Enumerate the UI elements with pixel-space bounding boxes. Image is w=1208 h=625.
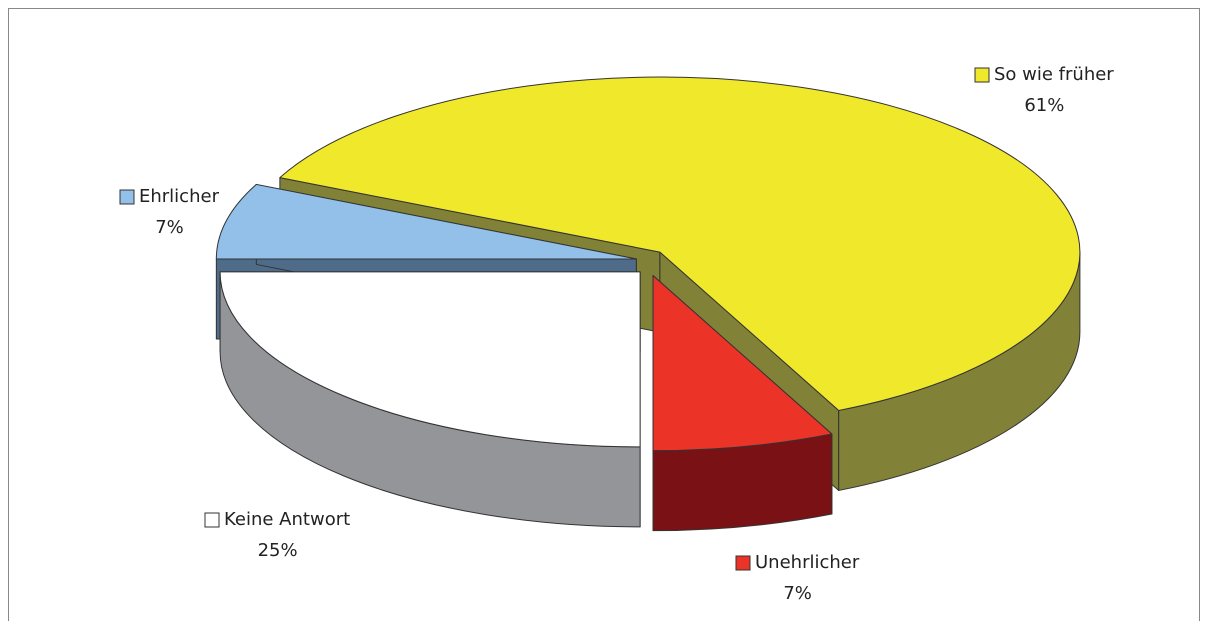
legend-swatch [204, 512, 220, 528]
value-label: 7% [155, 217, 184, 238]
slice [279, 76, 1081, 411]
slice [219, 271, 641, 448]
legend-swatch [735, 555, 751, 571]
slice [652, 275, 833, 452]
slice [215, 183, 637, 260]
category-label: So wie früher [994, 64, 1114, 85]
legend-swatch [974, 67, 990, 83]
category-label: Keine Antwort [224, 509, 350, 530]
value-label: 25% [258, 540, 298, 561]
frame [8, 8, 1200, 625]
category-label: Unehrlicher [755, 552, 860, 573]
value-label: 61% [1024, 95, 1064, 116]
category-label: Ehrlicher [139, 186, 220, 207]
slice [652, 275, 833, 532]
slice [219, 271, 641, 528]
value-label: 7% [783, 583, 812, 604]
legend-swatch [119, 189, 135, 205]
